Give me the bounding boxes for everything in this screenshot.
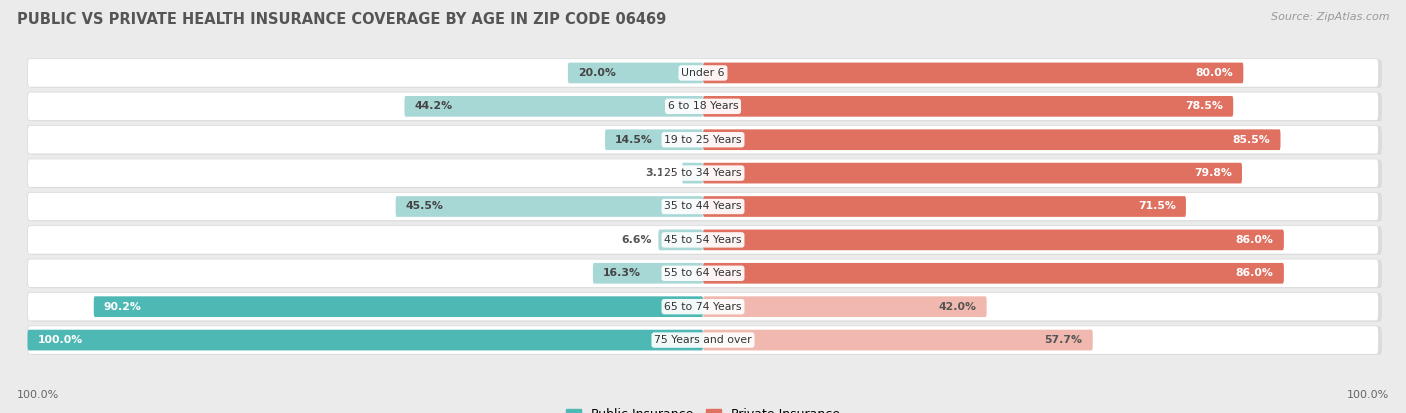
FancyBboxPatch shape bbox=[703, 196, 1185, 217]
Text: 100.0%: 100.0% bbox=[38, 335, 83, 345]
Text: 25 to 34 Years: 25 to 34 Years bbox=[664, 168, 742, 178]
FancyBboxPatch shape bbox=[703, 63, 1243, 83]
FancyBboxPatch shape bbox=[28, 259, 1378, 287]
FancyBboxPatch shape bbox=[31, 59, 1382, 88]
Text: 14.5%: 14.5% bbox=[616, 135, 652, 145]
FancyBboxPatch shape bbox=[28, 192, 1378, 221]
Text: 44.2%: 44.2% bbox=[415, 101, 453, 112]
Text: 80.0%: 80.0% bbox=[1195, 68, 1233, 78]
FancyBboxPatch shape bbox=[94, 296, 703, 317]
Text: 75 Years and over: 75 Years and over bbox=[654, 335, 752, 345]
FancyBboxPatch shape bbox=[703, 330, 1092, 350]
FancyBboxPatch shape bbox=[31, 226, 1382, 255]
Text: 90.2%: 90.2% bbox=[104, 301, 142, 312]
Text: 86.0%: 86.0% bbox=[1236, 268, 1274, 278]
Text: 6.6%: 6.6% bbox=[621, 235, 651, 245]
FancyBboxPatch shape bbox=[28, 330, 703, 350]
Text: Source: ZipAtlas.com: Source: ZipAtlas.com bbox=[1271, 12, 1389, 22]
FancyBboxPatch shape bbox=[593, 263, 703, 284]
FancyBboxPatch shape bbox=[28, 126, 1378, 154]
Text: 45.5%: 45.5% bbox=[406, 202, 444, 211]
Text: 71.5%: 71.5% bbox=[1137, 202, 1175, 211]
Text: 42.0%: 42.0% bbox=[939, 301, 977, 312]
Text: 57.7%: 57.7% bbox=[1045, 335, 1083, 345]
Text: 100.0%: 100.0% bbox=[17, 390, 59, 400]
FancyBboxPatch shape bbox=[31, 260, 1382, 288]
Text: 85.5%: 85.5% bbox=[1233, 135, 1271, 145]
FancyBboxPatch shape bbox=[703, 263, 1284, 284]
FancyBboxPatch shape bbox=[28, 326, 1378, 354]
Text: 78.5%: 78.5% bbox=[1185, 101, 1223, 112]
FancyBboxPatch shape bbox=[703, 129, 1281, 150]
FancyBboxPatch shape bbox=[395, 196, 703, 217]
FancyBboxPatch shape bbox=[28, 225, 1378, 254]
FancyBboxPatch shape bbox=[28, 159, 1378, 188]
Text: PUBLIC VS PRIVATE HEALTH INSURANCE COVERAGE BY AGE IN ZIP CODE 06469: PUBLIC VS PRIVATE HEALTH INSURANCE COVER… bbox=[17, 12, 666, 27]
Legend: Public Insurance, Private Insurance: Public Insurance, Private Insurance bbox=[561, 403, 845, 413]
Text: 3.1%: 3.1% bbox=[645, 168, 675, 178]
Text: 16.3%: 16.3% bbox=[603, 268, 641, 278]
Text: 55 to 64 Years: 55 to 64 Years bbox=[664, 268, 742, 278]
Text: 35 to 44 Years: 35 to 44 Years bbox=[664, 202, 742, 211]
FancyBboxPatch shape bbox=[405, 96, 703, 117]
Text: Under 6: Under 6 bbox=[682, 68, 724, 78]
FancyBboxPatch shape bbox=[568, 63, 703, 83]
Text: 19 to 25 Years: 19 to 25 Years bbox=[664, 135, 742, 145]
FancyBboxPatch shape bbox=[658, 230, 703, 250]
FancyBboxPatch shape bbox=[703, 230, 1284, 250]
FancyBboxPatch shape bbox=[703, 296, 987, 317]
FancyBboxPatch shape bbox=[605, 129, 703, 150]
FancyBboxPatch shape bbox=[703, 96, 1233, 117]
Text: 45 to 54 Years: 45 to 54 Years bbox=[664, 235, 742, 245]
FancyBboxPatch shape bbox=[28, 59, 1378, 87]
FancyBboxPatch shape bbox=[31, 293, 1382, 322]
Text: 20.0%: 20.0% bbox=[578, 68, 616, 78]
Text: 100.0%: 100.0% bbox=[1347, 390, 1389, 400]
FancyBboxPatch shape bbox=[31, 159, 1382, 188]
FancyBboxPatch shape bbox=[682, 163, 703, 183]
Text: 65 to 74 Years: 65 to 74 Years bbox=[664, 301, 742, 312]
Text: 6 to 18 Years: 6 to 18 Years bbox=[668, 101, 738, 112]
FancyBboxPatch shape bbox=[31, 327, 1382, 355]
FancyBboxPatch shape bbox=[28, 292, 1378, 321]
FancyBboxPatch shape bbox=[28, 92, 1378, 121]
FancyBboxPatch shape bbox=[703, 163, 1241, 183]
Text: 79.8%: 79.8% bbox=[1194, 168, 1232, 178]
Text: 86.0%: 86.0% bbox=[1236, 235, 1274, 245]
FancyBboxPatch shape bbox=[31, 126, 1382, 154]
FancyBboxPatch shape bbox=[31, 93, 1382, 121]
FancyBboxPatch shape bbox=[31, 193, 1382, 221]
